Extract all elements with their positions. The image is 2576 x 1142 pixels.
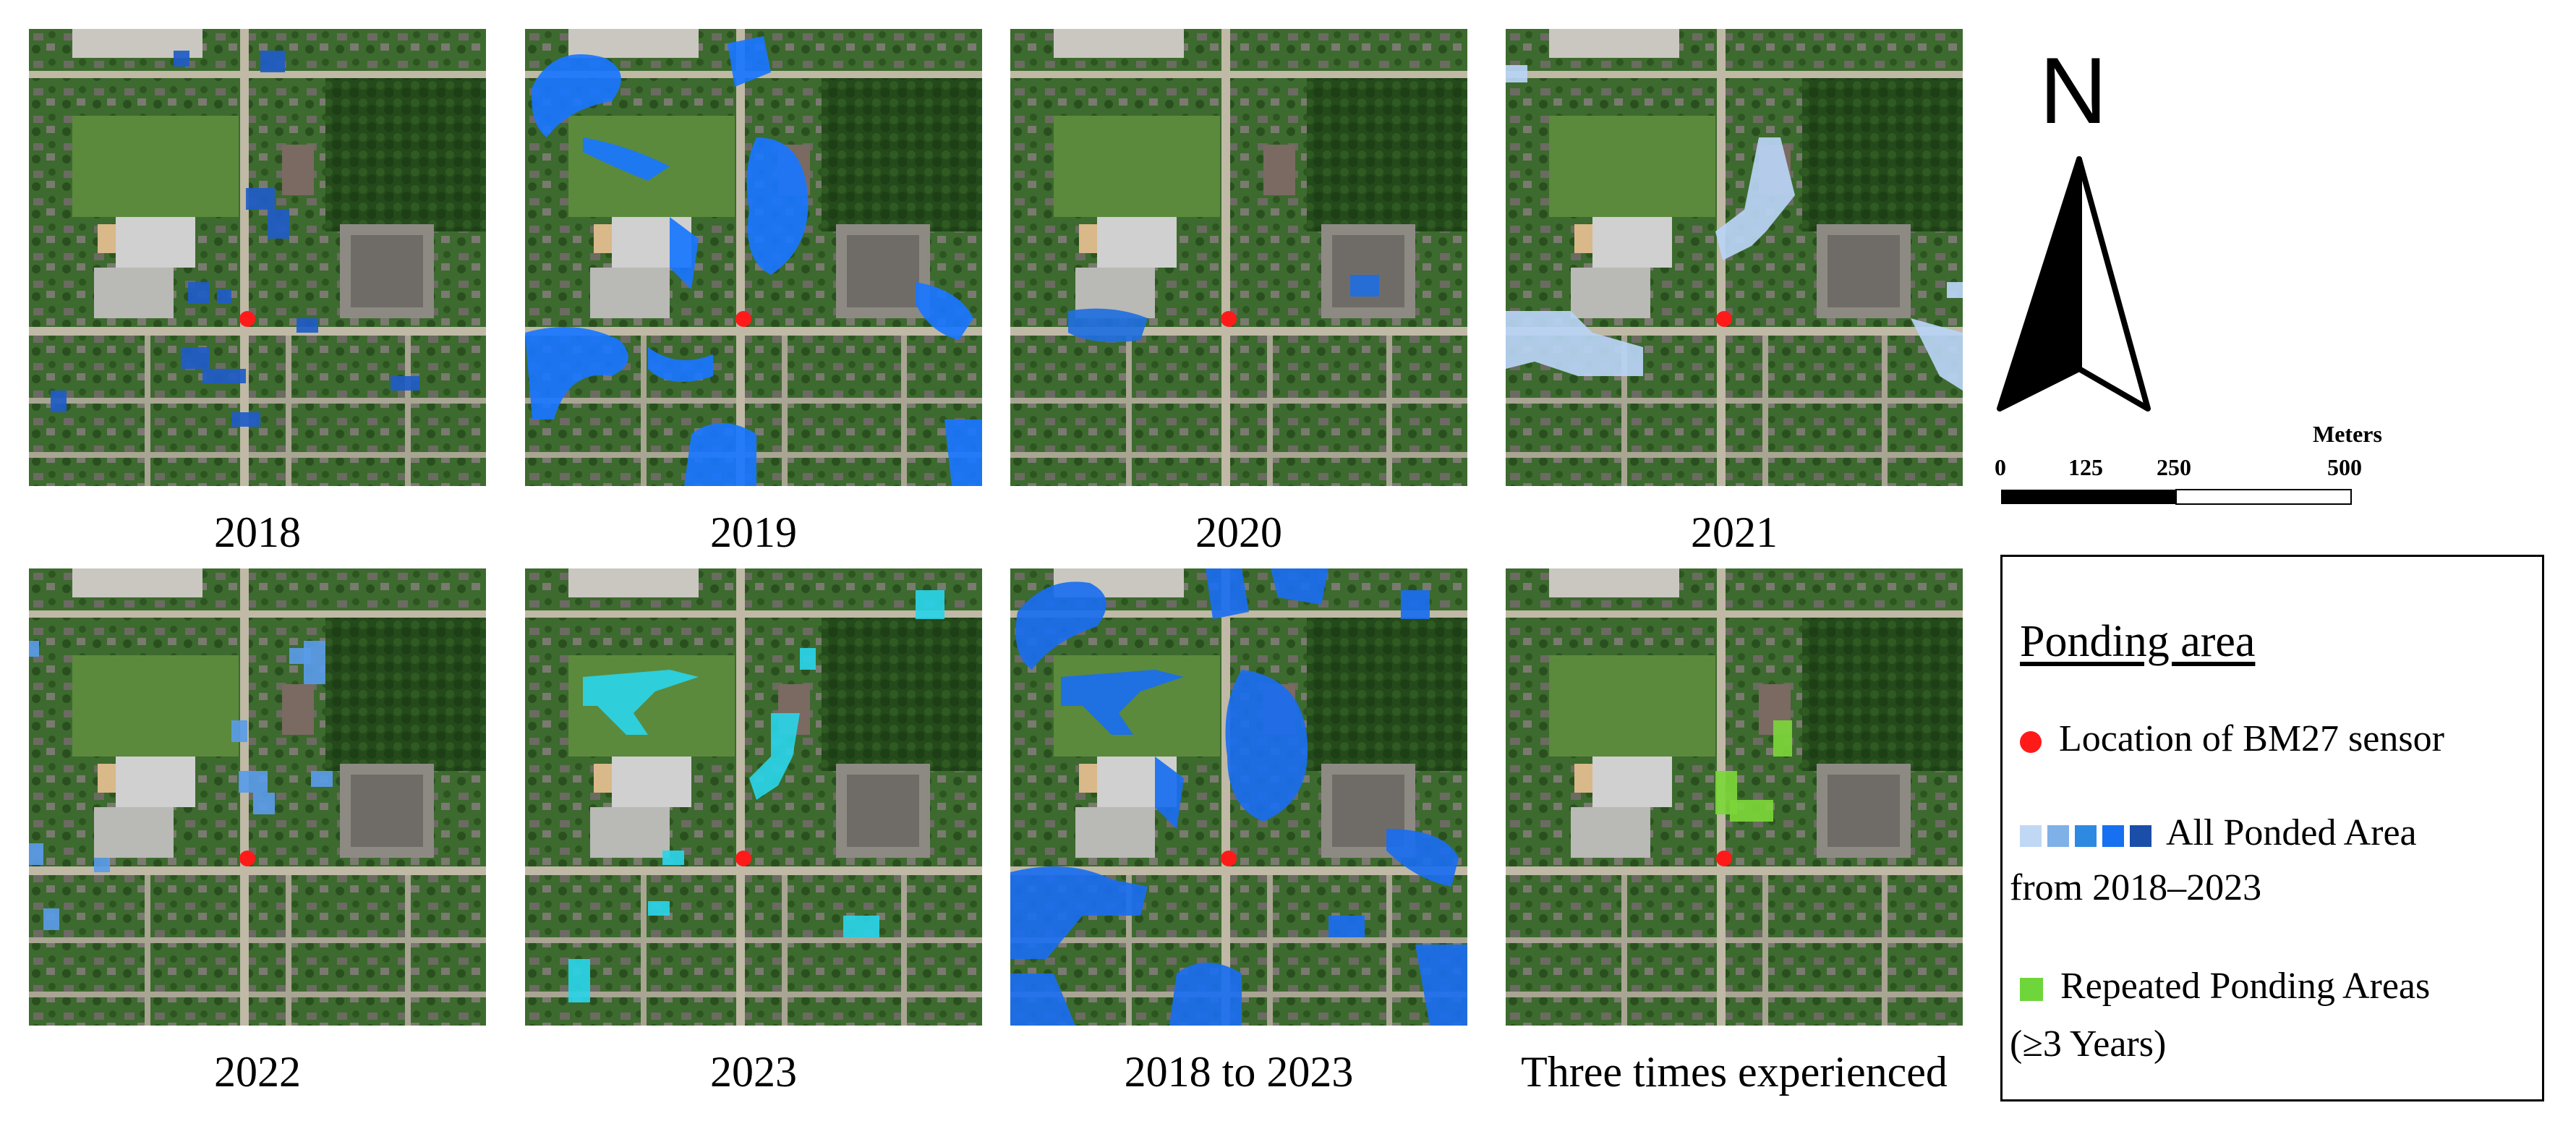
aerial-map-2020 xyxy=(1010,29,1467,486)
caption-2018-2023: 2018 to 2023 xyxy=(1124,1048,1354,1096)
legend-repeated-label-1: Repeated Ponding Areas xyxy=(2060,966,2431,1007)
repeated-swatch xyxy=(2020,978,2043,1002)
ponded-swatch-4 xyxy=(2102,825,2124,848)
aerial-map-2021 xyxy=(1506,29,1963,486)
legend-item-all-ponded: All Ponded Area xyxy=(2020,814,2417,852)
ponded-swatch-5 xyxy=(2130,825,2151,848)
aerial-map-2018-2023 xyxy=(1010,568,1467,1026)
legend-item-repeated: Repeated Ponding Areas xyxy=(2020,968,2430,1005)
ponded-swatch-1 xyxy=(2020,825,2042,848)
legend: Ponding area Location of BM27 sensor All… xyxy=(2000,555,2544,1101)
bm27-sensor-marker xyxy=(1221,311,1237,327)
map-panel-three-times xyxy=(1506,568,1963,1026)
scale-unit: Meters xyxy=(2313,421,2382,447)
legend-sensor-label: Location of BM27 sensor xyxy=(2059,718,2444,759)
caption-2020: 2020 xyxy=(1195,508,1282,556)
aerial-map-2023 xyxy=(525,568,982,1026)
ponding-overlay-2019 xyxy=(525,36,982,486)
caption-2021: 2021 xyxy=(1691,508,1778,556)
bm27-sensor-marker xyxy=(735,311,751,327)
scale-tick-0: 0 xyxy=(1995,454,2006,480)
aerial-map-2018 xyxy=(29,29,486,486)
legend-title: Ponding area xyxy=(2020,617,2256,666)
scale-bar xyxy=(2001,489,2352,505)
map-panel-2019 xyxy=(525,29,982,486)
map-panel-2023 xyxy=(525,568,982,1026)
map-panel-2021 xyxy=(1506,29,1963,486)
ponded-swatch-2 xyxy=(2047,825,2069,848)
aerial-map-2019 xyxy=(525,29,982,486)
all-ponded-swatches xyxy=(2020,814,2151,852)
repeated-ponding-overlay xyxy=(1715,720,1792,822)
legend-all-ponded-line2: from 2018–2023 xyxy=(2010,867,2262,908)
scale-tick-500: 500 xyxy=(2327,454,2362,480)
caption-2022: 2022 xyxy=(214,1048,301,1096)
aerial-map-three-times xyxy=(1506,568,1963,1026)
legend-item-sensor: Location of BM27 sensor xyxy=(2020,720,2444,758)
legend-repeated-line2: (≥3 Years) xyxy=(2010,1023,2167,1065)
aerial-map-2022 xyxy=(29,568,486,1026)
legend-all-ponded-label-1: All Ponded Area xyxy=(2166,812,2417,853)
bm27-sensor-marker xyxy=(239,311,255,327)
bm27-sensor-marker xyxy=(1221,851,1237,866)
bm27-sensor-marker xyxy=(1716,851,1732,866)
ponding-overlay-2021 xyxy=(1506,65,1963,391)
scale-tick-250: 250 xyxy=(2157,454,2191,480)
bm27-sensor-marker xyxy=(735,851,751,866)
bm27-sensor-marker xyxy=(1716,311,1732,327)
map-panel-2020 xyxy=(1010,29,1467,486)
bm27-sensor-marker xyxy=(239,851,255,866)
ponding-overlay-2018-2023 xyxy=(1010,568,1467,1026)
ponding-overlay-2023 xyxy=(568,590,944,1002)
ponded-swatch-3 xyxy=(2075,825,2097,848)
caption-three-times: Three times experienced xyxy=(1521,1048,1948,1096)
sensor-dot-icon xyxy=(2020,731,2042,754)
caption-2019: 2019 xyxy=(710,508,797,556)
map-panel-2018-2023 xyxy=(1010,568,1467,1026)
map-panel-2018 xyxy=(29,29,486,486)
north-arrow-icon xyxy=(1997,156,2151,412)
ponding-overlay-2018 xyxy=(51,51,419,427)
caption-2018: 2018 xyxy=(214,508,301,556)
scale-tick-125: 125 xyxy=(2068,454,2103,480)
caption-2023: 2023 xyxy=(710,1048,797,1096)
map-panel-2022 xyxy=(29,568,486,1026)
ponding-overlay-2020 xyxy=(1068,275,1379,343)
north-label: N xyxy=(2039,38,2107,143)
ponding-overlay-2022 xyxy=(29,641,333,930)
